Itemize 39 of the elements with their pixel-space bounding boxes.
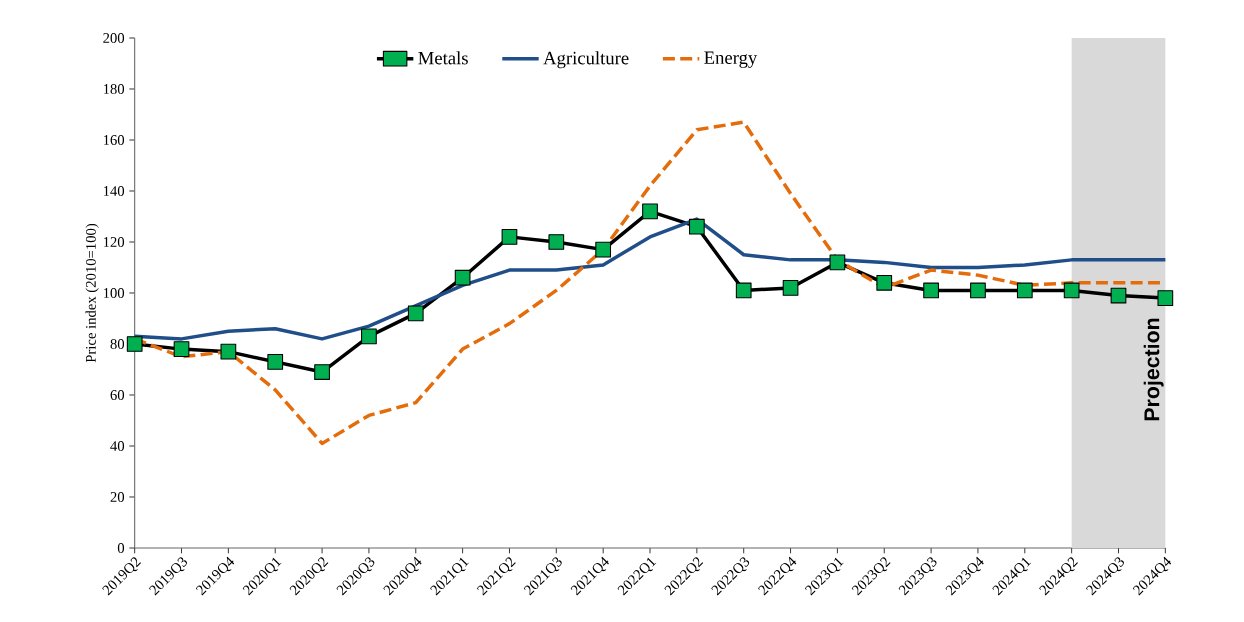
point bbox=[595, 241, 612, 258]
point bbox=[970, 282, 986, 299]
point bbox=[1016, 282, 1033, 299]
y-tick-label: 120 bbox=[103, 237, 125, 247]
band-label: Projection bbox=[1143, 318, 1164, 421]
point bbox=[688, 218, 705, 235]
y-tick-label: 100 bbox=[103, 288, 125, 298]
point bbox=[735, 282, 752, 299]
y-tick-label: 60 bbox=[110, 390, 125, 400]
legend-label: Energy bbox=[704, 51, 758, 68]
point bbox=[548, 234, 565, 250]
point bbox=[220, 343, 237, 360]
point bbox=[314, 364, 330, 380]
point bbox=[501, 229, 518, 245]
y-tick-label: 160 bbox=[103, 135, 125, 145]
point bbox=[1157, 290, 1174, 306]
point bbox=[782, 280, 799, 296]
y-tick-label: 20 bbox=[110, 492, 125, 502]
point bbox=[1110, 287, 1127, 304]
point bbox=[642, 203, 658, 220]
point bbox=[829, 254, 846, 271]
legend-label: Metals bbox=[418, 51, 468, 65]
point bbox=[876, 274, 893, 291]
point bbox=[407, 305, 424, 322]
y-axis-title: Price index (2010=100) bbox=[85, 223, 99, 363]
y-tick-label: 200 bbox=[103, 33, 125, 43]
y-tick-label: 80 bbox=[110, 339, 125, 349]
y-tick-label: 180 bbox=[103, 84, 125, 94]
y-tick-label: 0 bbox=[117, 543, 125, 553]
point bbox=[126, 336, 143, 352]
point bbox=[1063, 282, 1080, 299]
legend-label: Agriculture bbox=[543, 51, 629, 69]
point bbox=[923, 282, 939, 299]
point bbox=[267, 353, 284, 370]
point bbox=[361, 328, 377, 345]
point bbox=[173, 341, 190, 357]
point bbox=[454, 269, 471, 286]
y-tick-label: 40 bbox=[110, 441, 125, 451]
y-tick-label: 140 bbox=[103, 186, 125, 196]
